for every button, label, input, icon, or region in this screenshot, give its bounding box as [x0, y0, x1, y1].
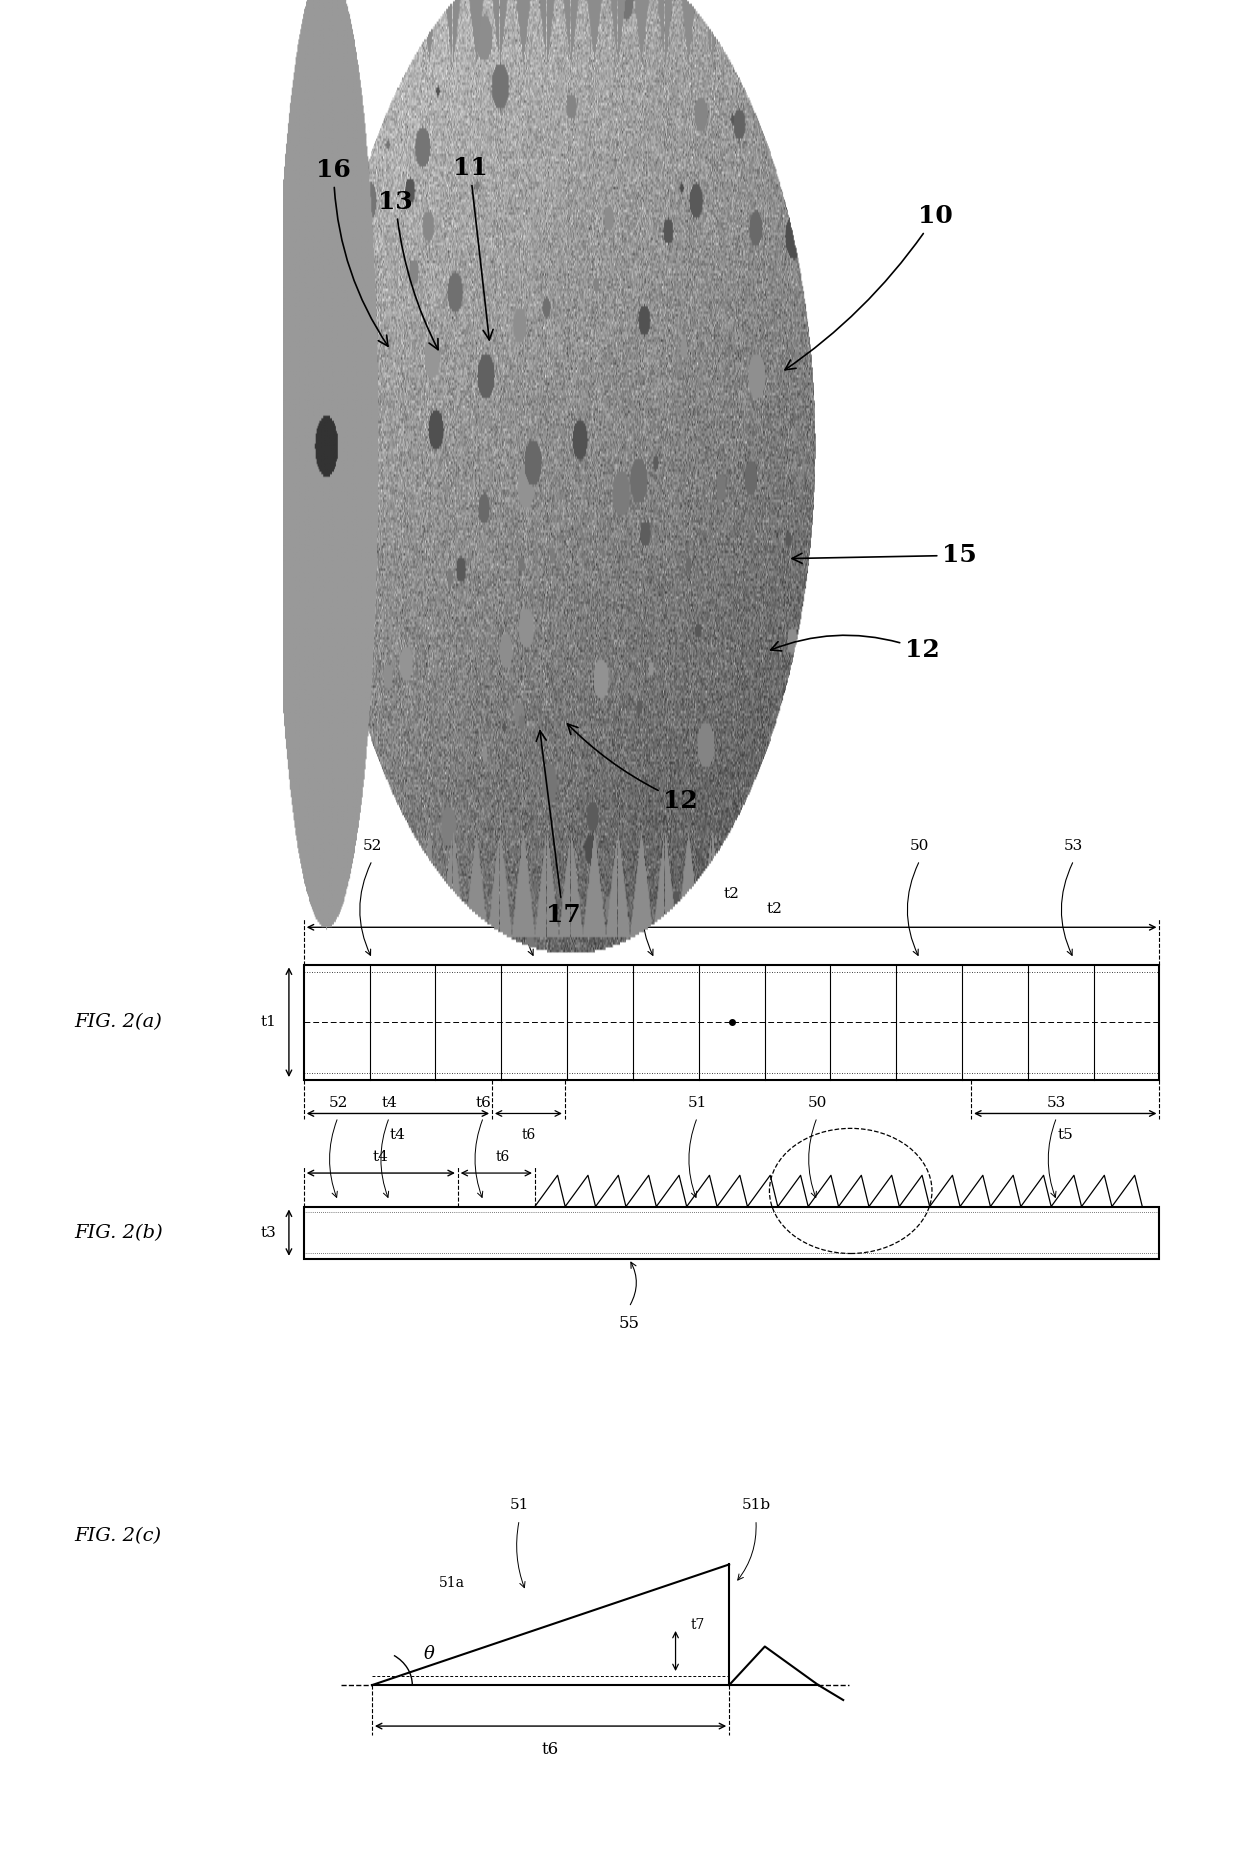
- Text: FIG. 2(c): FIG. 2(c): [74, 1527, 161, 1545]
- Text: 52: 52: [362, 838, 382, 853]
- Text: t7: t7: [691, 1618, 704, 1631]
- Text: t6: t6: [496, 1149, 510, 1164]
- Bar: [304, 1207, 1159, 1259]
- Text: X: X: [650, 838, 660, 853]
- Text: t5: t5: [1058, 1128, 1073, 1143]
- Text: t6: t6: [542, 1741, 559, 1758]
- Text: 55: 55: [619, 1315, 640, 1331]
- Text: 16: 16: [316, 158, 388, 346]
- Text: 15: 15: [792, 544, 977, 568]
- Text: t3: t3: [260, 1225, 277, 1240]
- Text: 11: 11: [453, 156, 494, 341]
- Text: 10: 10: [785, 205, 952, 371]
- Text: t4: t4: [389, 1128, 405, 1143]
- Text: 51: 51: [525, 838, 544, 853]
- Text: FIG. 2(a): FIG. 2(a): [74, 1013, 162, 1032]
- Text: 52: 52: [329, 1095, 347, 1110]
- Text: t2: t2: [766, 901, 782, 916]
- Text: FIG. 1: FIG. 1: [577, 60, 663, 88]
- Text: t2: t2: [724, 886, 739, 901]
- Text: 12: 12: [770, 635, 940, 663]
- Text: t1: t1: [260, 1015, 277, 1030]
- Text: 50: 50: [910, 838, 930, 853]
- Text: 51: 51: [688, 1095, 707, 1110]
- Text: 13: 13: [378, 190, 438, 350]
- Text: 51b: 51b: [742, 1499, 770, 1512]
- Text: 12: 12: [568, 724, 698, 814]
- Text: 51: 51: [510, 1499, 529, 1512]
- Text: t4: t4: [382, 1095, 397, 1110]
- Text: t4: t4: [373, 1149, 389, 1164]
- Text: FIG. 2(b): FIG. 2(b): [74, 1223, 164, 1242]
- Text: 50: 50: [807, 1095, 827, 1110]
- Text: t6: t6: [475, 1095, 491, 1110]
- Text: 17: 17: [536, 730, 580, 927]
- Text: t6: t6: [521, 1128, 536, 1143]
- Bar: [304, 965, 1159, 1080]
- Text: 53: 53: [1047, 1095, 1066, 1110]
- Text: 51a: 51a: [439, 1575, 465, 1590]
- Text: θ: θ: [424, 1644, 435, 1663]
- Text: 53: 53: [1064, 838, 1084, 853]
